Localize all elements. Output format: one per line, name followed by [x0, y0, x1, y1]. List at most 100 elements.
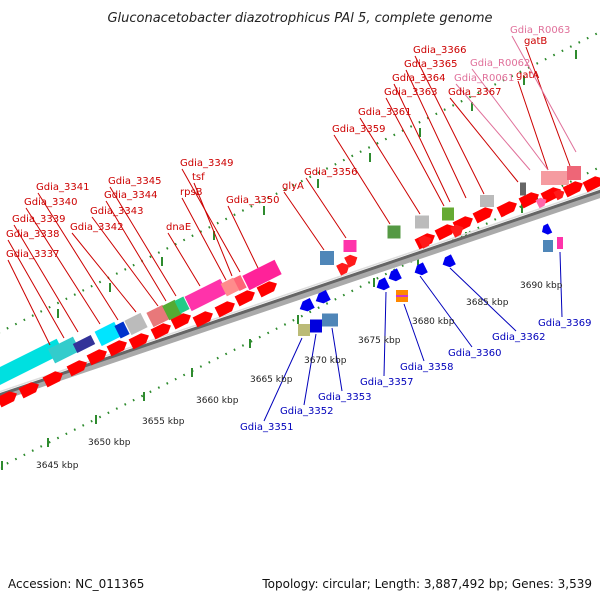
forward-gene-arrow-13: [256, 281, 277, 298]
label-gdia-3357: Gdia_3357: [360, 377, 413, 388]
gene-block-3359: [387, 225, 401, 239]
label-gdia-3352: Gdia_3352: [280, 406, 333, 417]
label-gdia-3351: Gdia_3351: [240, 422, 293, 433]
label-gata-leader: [517, 80, 549, 171]
gene-block-glyA: [320, 251, 334, 265]
label-gdia-3369: Gdia_3369: [538, 318, 591, 329]
label-glya: glyA: [282, 181, 304, 192]
scale-label-3680-kbp: 3680 kbp: [412, 317, 455, 327]
kbp-scale-labels: 3645 kbp 3650 kbp 3655 kbp 3660 kbp 3665 kbp…: [36, 281, 563, 471]
gene-block-gatB: [567, 166, 581, 180]
label-gdia-3339-leader: [13, 224, 79, 333]
label-gdia-3339: Gdia_3339: [12, 214, 65, 225]
label-gdia-3360-leader: [419, 275, 473, 348]
label-gdia-3344: Gdia_3344: [104, 190, 157, 201]
forward-gene-arrow-mid-4: [450, 224, 464, 238]
scale-label-3645-kbp: 3645 kbp: [36, 461, 79, 471]
label-gdia-3349-leader: [181, 168, 241, 273]
forward-gene-arrow-19: [518, 192, 539, 209]
gene-block-3366: [480, 195, 494, 207]
genome-backbone: [0, 187, 600, 402]
forward-gene-block-5: [114, 321, 130, 339]
tick-row-2: [0, 166, 600, 469]
forward-gene-block-12: [233, 274, 247, 292]
label-gdia-3359: Gdia_3359: [332, 124, 385, 135]
label-gdia-3358: Gdia_3358: [400, 362, 453, 373]
label-gata: gatA: [516, 70, 539, 81]
label-gdia-3338: Gdia_3338: [6, 229, 59, 240]
reverse-gene-arrow-2: [315, 289, 331, 304]
label-gdia-3337-leader: [7, 259, 51, 346]
label-gdia-3369-leader: [559, 251, 563, 318]
label-tsf-leader: [193, 182, 233, 277]
reverse-gene-arrow-4: [541, 223, 553, 235]
label-gdia-3363-leader: [385, 97, 445, 207]
label-gdia-3358-leader: [403, 303, 425, 362]
label-gdia-3367: Gdia_3367: [448, 87, 501, 98]
gene-block-3363: [442, 207, 454, 221]
label-dnae-leader: [167, 232, 201, 287]
label-gdia-3345: Gdia_3345: [108, 176, 161, 187]
scale-label-3670-kbp: 3670 kbp: [304, 356, 347, 366]
forward-gene-arrow-3: [42, 371, 63, 388]
forward-gene-arrow-9: [170, 313, 191, 330]
forward-gene-block-3: [72, 335, 96, 353]
forward-gene-block-2: [47, 336, 81, 364]
forward-gene-block-6: [124, 312, 148, 336]
forward-gene-arrow-mid-3: [418, 235, 432, 249]
forward-gene-block-4: [94, 321, 122, 347]
label-dnae: dnaE: [166, 222, 191, 233]
label-glya-leader: [283, 191, 325, 251]
forward-gene-block-11: [220, 277, 240, 297]
label-gdia-3343-leader: [91, 216, 159, 307]
forward-gene-arrow-22: [582, 176, 600, 193]
label-gdia-3360: Gdia_3360: [448, 348, 501, 359]
scale-label-3665-kbp: 3665 kbp: [250, 375, 293, 385]
label-gdia-3364: Gdia_3364: [392, 73, 445, 84]
forward-gene-arrow-5: [86, 349, 107, 366]
gene-block-gatA: [541, 171, 569, 185]
label-gdia-3365-leader: [405, 69, 467, 199]
label-gdia-3344-leader: [105, 200, 167, 302]
label-gdia-3366: Gdia_3366: [413, 45, 466, 56]
label-gdia-r0063-leader: [511, 35, 577, 153]
reverse-gene-arrow-3: [388, 268, 402, 282]
forward-gene-arrow-8: [150, 323, 171, 340]
label-rpsb: rpsB: [180, 187, 203, 198]
forward-gene-arrow-7: [128, 333, 149, 350]
label-gdia-3342-leader: [71, 232, 137, 313]
forward-gene-block-7: [146, 304, 170, 328]
backbone-shadow: [0, 190, 600, 402]
label-gdia-3345-leader: [109, 186, 177, 297]
label-gatb: gatB: [524, 36, 547, 47]
label-gdia-3340-leader: [25, 207, 101, 325]
label-gdia-3359-leader: [333, 134, 391, 225]
label-gdia-3337: Gdia_3337: [6, 249, 59, 260]
kbp-tick-marks: [0, 31, 600, 470]
forward-gene-arrow-21: [562, 181, 583, 198]
label-gdia-3340: Gdia_3340: [24, 197, 77, 208]
forward-gene-arrow-18: [496, 201, 517, 218]
scale-label-3650-kbp: 3650 kbp: [88, 438, 131, 448]
label-gdia-3341-leader: [37, 192, 119, 321]
forward-gene-block-10: [184, 278, 228, 312]
forward-gene-arrow-17: [472, 207, 493, 224]
scale-label-3660-kbp: 3660 kbp: [196, 396, 239, 406]
label-gdia-3350: Gdia_3350: [226, 195, 279, 206]
reverse-gene-arrow-1: [299, 297, 315, 312]
forward-gene-arrow-mid-2: [344, 254, 358, 268]
label-gdia-3351-leader: [263, 337, 303, 422]
label-gdia-3361-leader: [359, 117, 421, 215]
label-leader-lines: [7, 35, 577, 422]
forward-gene-arrow-4: [66, 360, 87, 377]
label-gdia-r0063: Gdia_R0063: [510, 25, 570, 36]
forward-gene-arrow-gatB: [553, 189, 565, 201]
label-gdia-r0061: Gdia_R0061: [454, 73, 514, 84]
label-gdia-3361: Gdia_3361: [358, 107, 411, 118]
label-gdia-3341: Gdia_3341: [36, 182, 89, 193]
tick-row-1: [0, 31, 600, 334]
reverse-gene-block-3352: [310, 319, 322, 333]
label-gdia-r0062-leader: [471, 68, 549, 171]
accession-text: Accession: NC_011365: [8, 577, 145, 591]
label-rpsb-leader: [181, 197, 227, 281]
